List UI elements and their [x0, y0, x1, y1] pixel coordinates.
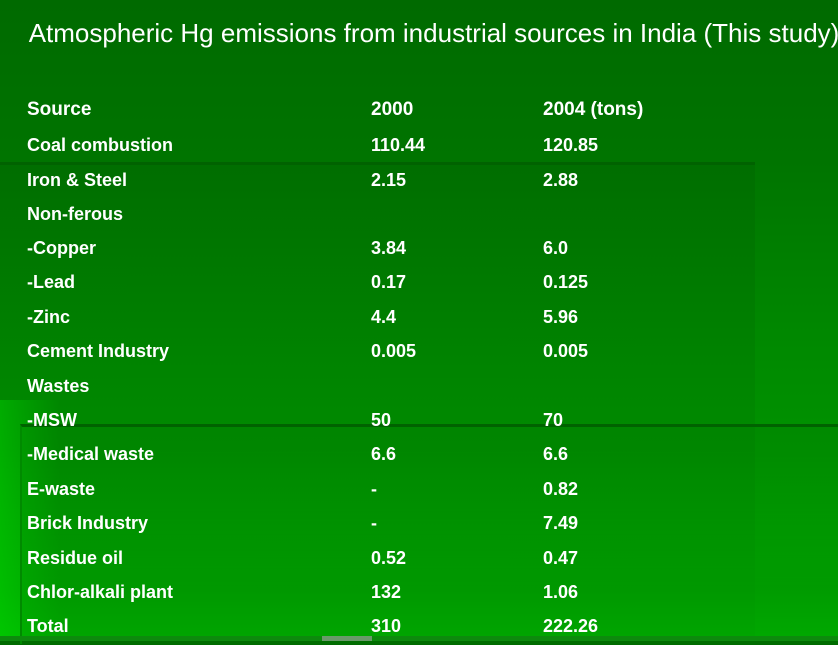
table-row: E-waste - 0.82	[0, 477, 838, 501]
value-2000-cell: 50	[371, 410, 392, 430]
source-cell: Non-ferous	[27, 204, 123, 224]
table-row: Chlor-alkali plant 132 1.06	[0, 580, 838, 604]
table-header-row: Source 2000 2004 (tons)	[0, 98, 838, 122]
slide-title: Atmospheric Hg emissions from industrial…	[28, 18, 838, 48]
value-2004-cell: 0.005	[543, 341, 589, 361]
table-row: Non-ferous	[0, 202, 838, 226]
value-2000-cell: 2.15	[371, 170, 407, 190]
value-2004-cell: 0.82	[543, 479, 579, 499]
value-2004-cell: 120.85	[543, 135, 599, 155]
value-2004-cell: 1.06	[543, 582, 579, 602]
value-2000-cell: 0.52	[371, 548, 407, 568]
background-panel-lower	[20, 424, 838, 644]
value-2000-cell: 3.84	[371, 238, 407, 258]
table-row: Brick Industry - 7.49	[0, 511, 838, 535]
value-2004-cell: 6.6	[543, 444, 569, 464]
source-cell: Residue oil	[27, 548, 124, 568]
header-2004: 2004 (tons)	[543, 99, 644, 120]
value-2004-cell: 0.47	[543, 548, 579, 568]
table-row: -Medical waste 6.6 6.6	[0, 442, 838, 466]
value-2000-cell: 0.005	[371, 341, 417, 361]
source-cell: -Lead	[27, 272, 76, 292]
table-row: Residue oil 0.52 0.47	[0, 546, 838, 570]
value-2004-cell: 70	[543, 410, 564, 430]
source-cell: E-waste	[27, 479, 96, 499]
source-cell: Coal combustion	[27, 135, 174, 155]
table-row: -Zinc 4.4 5.96	[0, 305, 838, 329]
value-2004-cell: 5.96	[543, 307, 579, 327]
value-2004-cell: 222.26	[543, 616, 599, 636]
table-row: -Copper 3.84 6.0	[0, 236, 838, 260]
header-2000: 2000	[371, 99, 414, 120]
value-2000-cell: -	[371, 513, 377, 533]
source-cell: Total	[27, 616, 69, 636]
table-row-total: Total 310 222.26	[0, 614, 838, 638]
source-cell: -Zinc	[27, 307, 70, 327]
table-row: -Lead 0.17 0.125	[0, 270, 838, 294]
value-2004-cell: 7.49	[543, 513, 579, 533]
bottom-bar	[0, 636, 838, 641]
table-row: Cement Industry 0.005 0.005	[0, 339, 838, 363]
source-cell: Cement Industry	[27, 341, 170, 361]
value-2004-cell: 2.88	[543, 170, 579, 190]
header-source: Source	[27, 99, 92, 120]
value-2000-cell: 6.6	[371, 444, 397, 464]
source-cell: -Copper	[27, 238, 96, 258]
table-row: Wastes	[0, 374, 838, 398]
value-2000-cell: 4.4	[371, 307, 397, 327]
table-row: -MSW 50 70	[0, 408, 838, 432]
table-row: Coal combustion 110.44 120.85	[0, 133, 838, 157]
source-cell: Brick Industry	[27, 513, 149, 533]
value-2004-cell: 6.0	[543, 238, 569, 258]
source-cell: -Medical waste	[27, 444, 155, 464]
background-glow	[0, 400, 60, 641]
value-2004-cell: 0.125	[543, 272, 589, 292]
source-cell: Chlor-alkali plant	[27, 582, 174, 602]
source-cell: Iron & Steel	[27, 170, 128, 190]
value-2000-cell: 132	[371, 582, 402, 602]
value-2000-cell: -	[371, 479, 377, 499]
bottom-bar-segment	[322, 636, 372, 641]
background-panel	[0, 162, 755, 645]
source-cell: -MSW	[27, 410, 77, 430]
value-2000-cell: 0.17	[371, 272, 407, 292]
source-cell: Wastes	[27, 376, 90, 396]
table-row: Iron & Steel 2.15 2.88	[0, 168, 838, 192]
value-2000-cell: 310	[371, 616, 402, 636]
value-2000-cell: 110.44	[371, 135, 426, 155]
